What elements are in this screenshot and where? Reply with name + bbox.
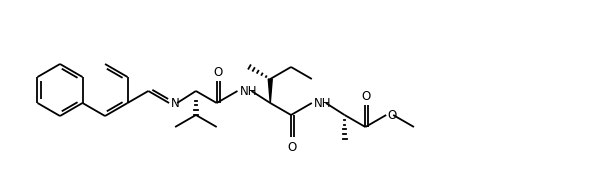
Text: O: O xyxy=(362,90,371,103)
Text: N: N xyxy=(171,96,180,110)
Text: O: O xyxy=(213,66,222,79)
Text: NH: NH xyxy=(314,96,331,110)
Text: O: O xyxy=(287,141,297,154)
Text: O: O xyxy=(387,108,396,122)
Polygon shape xyxy=(268,79,272,103)
Text: NH: NH xyxy=(240,85,257,97)
